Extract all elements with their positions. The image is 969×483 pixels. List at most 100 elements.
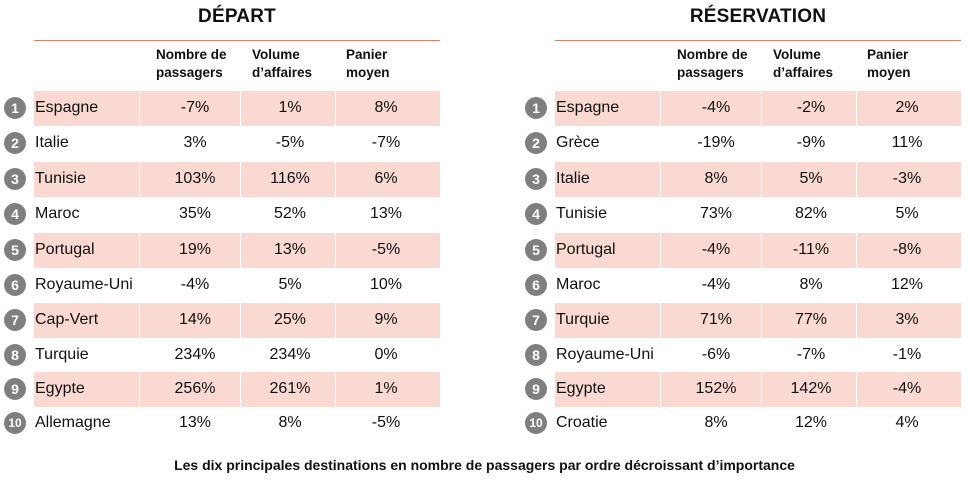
row-band <box>34 303 440 338</box>
column-divider <box>856 233 857 268</box>
column-divider <box>240 303 241 338</box>
rank-badge: 2 <box>4 132 26 154</box>
country-name: Espagne <box>556 99 620 116</box>
value-passagers: 13% <box>178 414 212 431</box>
rank-badge: 8 <box>525 344 547 366</box>
depart-top-rule <box>34 40 440 41</box>
depart-header-passagers: Nombre de passagers <box>156 47 227 80</box>
value-panier: -5% <box>371 241 401 258</box>
rank-badge: 6 <box>525 274 547 296</box>
value-affaires: 25% <box>273 311 307 328</box>
value-panier: 9% <box>374 311 398 328</box>
value-panier: -8% <box>892 241 922 258</box>
value-panier: -7% <box>371 134 401 151</box>
value-passagers: 152% <box>695 380 737 397</box>
column-divider <box>139 303 140 338</box>
value-panier: -3% <box>892 170 922 187</box>
value-passagers: 19% <box>178 241 212 258</box>
value-panier: 8% <box>374 99 398 116</box>
value-panier: -4% <box>892 380 922 397</box>
column-divider <box>335 233 336 268</box>
value-passagers: 8% <box>704 414 728 431</box>
value-panier: 13% <box>369 205 403 222</box>
table-row: 9 Egypte 152% 142% -4% <box>521 372 966 407</box>
table-row: 7 Turquie 71% 77% 3% <box>521 303 966 338</box>
value-affaires: 8% <box>799 276 823 293</box>
table-row: 9 Egypte 256% 261% 1% <box>0 372 445 407</box>
rank-badge: 10 <box>525 412 547 434</box>
rank-badge: 9 <box>525 378 547 400</box>
column-divider <box>761 303 762 338</box>
country-name: Italie <box>35 134 69 151</box>
value-affaires: -2% <box>796 99 826 116</box>
value-affaires: -9% <box>796 134 826 151</box>
value-passagers: -4% <box>701 241 731 258</box>
column-divider <box>856 162 857 197</box>
country-name: Turquie <box>35 346 89 363</box>
rank-badge: 9 <box>4 378 26 400</box>
value-affaires: 5% <box>278 276 302 293</box>
row-band <box>34 162 440 197</box>
country-name: Espagne <box>35 99 99 116</box>
country-name: Royaume-Uni <box>35 276 133 293</box>
value-affaires: 77% <box>794 311 828 328</box>
table-row: 2 Italie 3% -5% -7% <box>0 126 445 161</box>
value-affaires: 5% <box>799 170 823 187</box>
country-name: Egypte <box>556 380 606 397</box>
table-row: 7 Cap-Vert 14% 25% 9% <box>0 303 445 338</box>
value-panier: 12% <box>890 276 924 293</box>
column-divider <box>761 233 762 268</box>
value-affaires: 261% <box>269 380 311 397</box>
reservation-header-panier: Panier moyen <box>867 47 911 80</box>
country-name: Cap-Vert <box>35 311 99 328</box>
table-row: 5 Portugal -4% -11% -8% <box>521 233 966 268</box>
country-name: Royaume-Uni <box>556 346 654 363</box>
country-name: Portugal <box>35 241 95 258</box>
column-divider <box>335 162 336 197</box>
value-affaires: 82% <box>794 205 828 222</box>
row-band <box>555 91 961 126</box>
rank-badge: 1 <box>525 97 547 119</box>
country-name: Grèce <box>556 134 600 151</box>
column-divider <box>660 372 661 407</box>
column-divider <box>139 233 140 268</box>
country-name: Portugal <box>556 241 616 258</box>
rank-badge: 7 <box>525 309 547 331</box>
country-name: Maroc <box>35 205 80 222</box>
value-affaires: 12% <box>794 414 828 431</box>
value-passagers: -4% <box>701 99 731 116</box>
value-affaires: -11% <box>792 241 830 258</box>
column-divider <box>761 372 762 407</box>
table-row: 3 Tunisie 103% 116% 6% <box>0 162 445 197</box>
row-band <box>555 233 961 268</box>
country-name: Tunisie <box>556 205 607 222</box>
column-divider <box>761 162 762 197</box>
country-name: Italie <box>556 170 590 187</box>
column-divider <box>856 303 857 338</box>
table-row: 1 Espagne -7% 1% 8% <box>0 91 445 126</box>
table-row: 5 Portugal 19% 13% -5% <box>0 233 445 268</box>
value-passagers: 103% <box>174 170 216 187</box>
reservation-top-rule <box>555 40 961 41</box>
value-panier: 4% <box>895 414 919 431</box>
country-name: Maroc <box>556 276 601 293</box>
column-divider <box>240 162 241 197</box>
rank-badge: 2 <box>525 132 547 154</box>
table-row: 3 Italie 8% 5% -3% <box>521 162 966 197</box>
country-name: Turquie <box>556 311 610 328</box>
reservation-title: RÉSERVATION <box>689 6 827 27</box>
value-panier: 10% <box>369 276 403 293</box>
rank-badge: 4 <box>525 203 547 225</box>
reservation-header-passagers: Nombre de passagers <box>677 47 748 80</box>
column-divider <box>139 372 140 407</box>
country-name: Allemagne <box>35 414 111 431</box>
value-panier: -1% <box>892 346 922 363</box>
table-row: 6 Maroc -4% 8% 12% <box>521 268 966 303</box>
value-affaires: 1% <box>278 99 302 116</box>
row-band <box>34 372 440 407</box>
value-panier: 6% <box>374 170 398 187</box>
row-band <box>555 372 961 407</box>
column-divider <box>660 233 661 268</box>
rank-badge: 8 <box>4 344 26 366</box>
column-divider <box>761 91 762 126</box>
